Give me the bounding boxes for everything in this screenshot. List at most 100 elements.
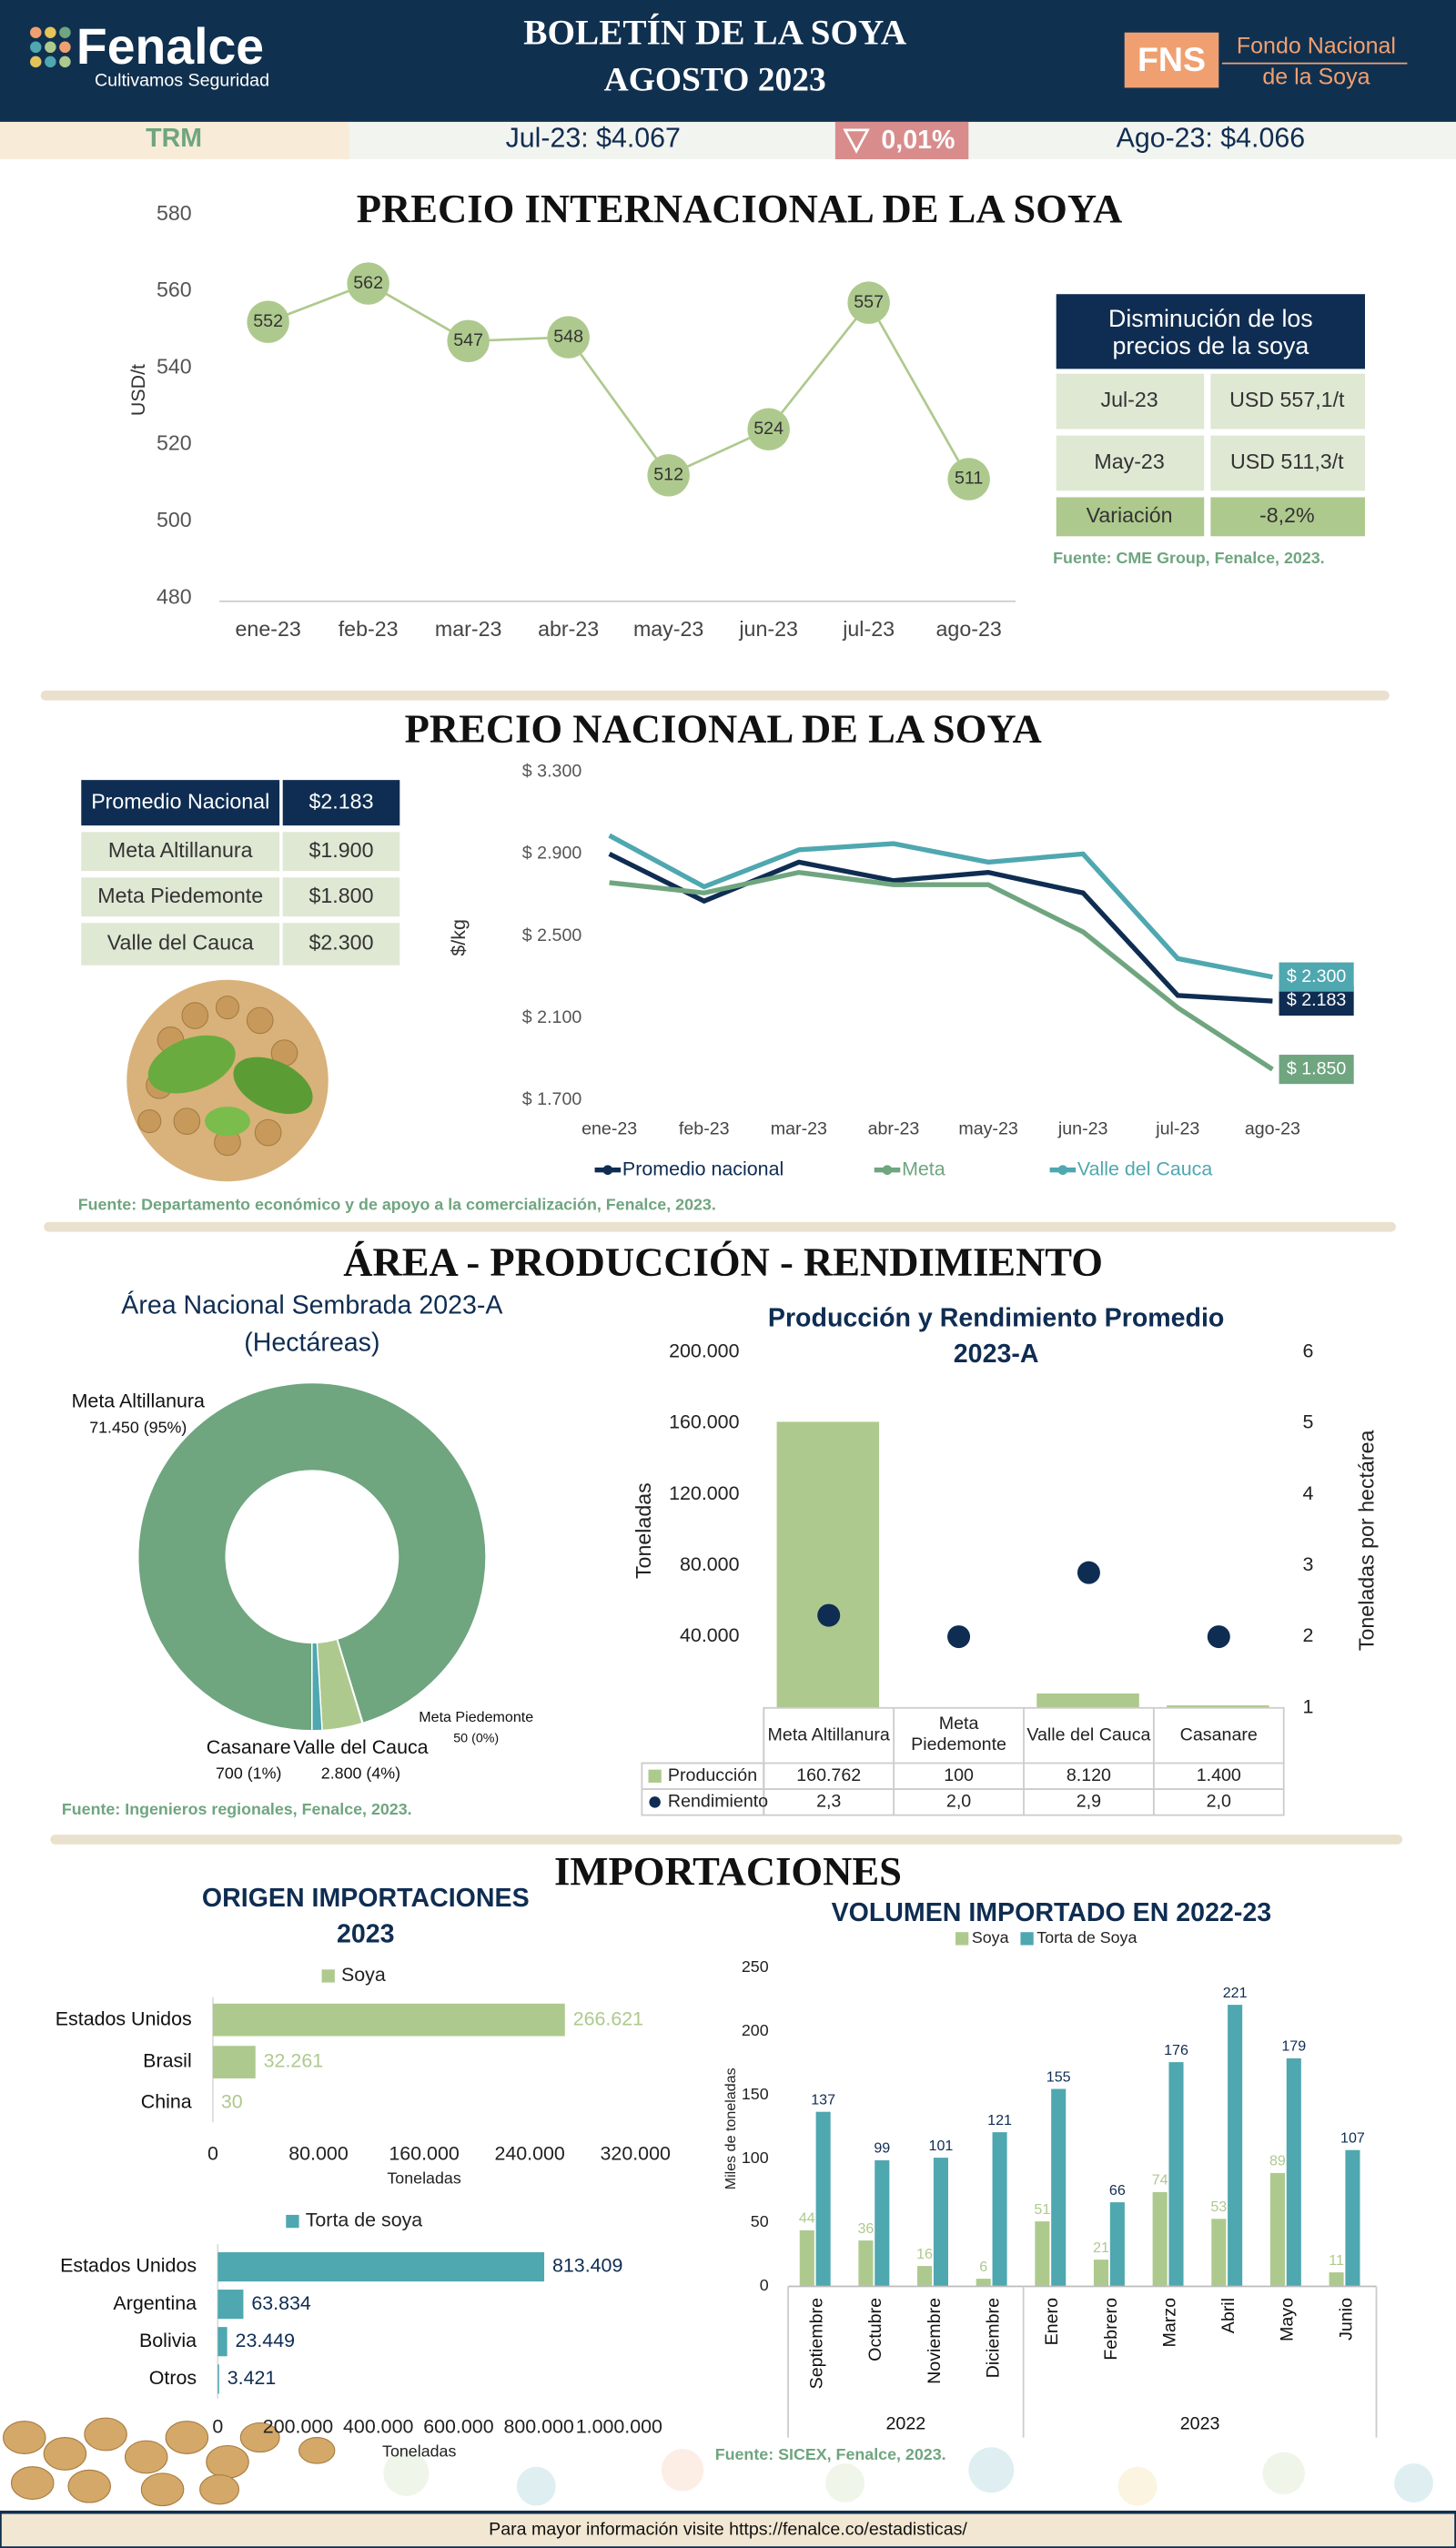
bar <box>1168 2062 1184 2287</box>
y2-tick-label: 2 <box>1303 1624 1314 1646</box>
y2-tick-label: 6 <box>1303 1340 1314 1361</box>
y-tick-label: China <box>141 2090 192 2112</box>
category-label: Meta Altillanura <box>767 1724 890 1744</box>
data-label: 562 <box>353 273 383 293</box>
x-tick-label: 0 <box>207 2143 218 2165</box>
data-label: 121 <box>987 2112 1012 2128</box>
legend-label: Torta de soya <box>306 2209 423 2231</box>
y2-tick-label: 4 <box>1303 1482 1314 1504</box>
y-tick-label: $ 2.500 <box>522 925 582 945</box>
table-cell-text: Valle del Cauca <box>107 931 254 955</box>
table-value: 2,9 <box>1077 1792 1101 1812</box>
logo-dots <box>30 26 71 68</box>
bar <box>858 2240 874 2287</box>
legend-label: Torta de Soya <box>1036 1928 1137 1946</box>
table-title: precios de la soya <box>1112 332 1309 359</box>
marker <box>247 300 289 343</box>
x-tick-label: 1.000.000 <box>576 2416 662 2438</box>
table-cell-text: Variación <box>1087 503 1173 527</box>
table-cell-text: $2.183 <box>309 789 374 813</box>
y-tick-label: 160.000 <box>669 1411 739 1433</box>
header-title: BOLETÍN DE LA SOYA <box>523 12 906 52</box>
x-tick-label: 400.000 <box>343 2416 413 2438</box>
y-tick-label: 100 <box>742 2149 769 2167</box>
data-label: 99 <box>874 2140 890 2157</box>
data-label: 101 <box>929 2138 954 2154</box>
pie-slice <box>311 1642 323 1732</box>
bar <box>1152 2191 1168 2287</box>
trm-change-box <box>834 121 969 159</box>
x-tick-label: Enero <box>1042 2298 1062 2345</box>
x-tick-label: jun-23 <box>738 617 798 641</box>
table-value: 2,0 <box>946 1792 971 1812</box>
y-tick-label: 80.000 <box>680 1553 740 1575</box>
table-value: 160.762 <box>796 1765 861 1785</box>
cell-box: Meta Altillanura <box>767 1724 890 1744</box>
table-value: 1.400 <box>1197 1765 1241 1785</box>
x-tick-label: jul-23 <box>842 617 895 641</box>
data-label: $ 2.183 <box>1287 990 1347 1010</box>
y-tick-label: Argentina <box>113 2292 197 2314</box>
section-title: PRECIO NACIONAL DE LA SOYA <box>405 706 1042 752</box>
data-label: 16 <box>916 2246 933 2262</box>
data-label: $ 2.300 <box>1287 966 1347 986</box>
marker <box>347 262 389 305</box>
x-tick-label: feb-23 <box>679 1118 730 1138</box>
table-header <box>1056 294 1365 369</box>
bar <box>217 2252 545 2282</box>
y-tick-label: 560 <box>157 278 192 301</box>
data-label: 89 <box>1269 2153 1286 2169</box>
bar <box>815 2111 831 2287</box>
x-tick-label: 160.000 <box>389 2143 459 2165</box>
cell-box: Casanare <box>1180 1725 1258 1744</box>
pie-slice <box>137 1382 487 1732</box>
bar <box>217 2327 228 2357</box>
legend-dot <box>882 1165 893 1176</box>
source: Fuente: Ingenieros regionales, Fenalce, … <box>62 1800 412 1818</box>
table-cell-text: $1.900 <box>309 838 374 862</box>
y2-tick-label: 3 <box>1303 1553 1314 1575</box>
y-tick-label: 480 <box>157 584 192 608</box>
bar <box>1167 1705 1269 1708</box>
x-tick-label: mar-23 <box>435 617 501 641</box>
x-tick-label: Febrero <box>1101 2298 1121 2361</box>
table-cell-text: $1.800 <box>309 884 374 907</box>
slice-value: 50 (0%) <box>453 1731 499 1745</box>
bar <box>1228 2005 1243 2287</box>
table-cell-text: May-23 <box>1094 450 1164 473</box>
dot <box>1077 1561 1100 1584</box>
bar <box>933 2158 948 2287</box>
y-tick-label: 40.000 <box>680 1624 740 1646</box>
y-tick-label: Bolivia <box>139 2330 197 2351</box>
bar <box>1286 2058 1301 2287</box>
trm-label: TRM <box>146 124 202 153</box>
dot <box>1207 1625 1230 1649</box>
x-tick-label: mar-23 <box>771 1118 827 1138</box>
data-label: 221 <box>1223 1985 1248 2001</box>
y-tick-label: Estados Unidos <box>60 2255 197 2277</box>
y-tick-label: 0 <box>760 2276 769 2294</box>
y-tick-label: Estados Unidos <box>56 2007 192 2029</box>
y-tick-label: $ 3.300 <box>522 761 582 781</box>
bar <box>1036 1693 1139 1708</box>
data-label: 32.261 <box>264 2050 323 2072</box>
x-tick-label: Diciembre <box>984 2298 1004 2378</box>
slice-label: Valle del Cauca <box>293 1736 428 1758</box>
slice-label: Meta Altillanura <box>72 1390 205 1412</box>
data-label: 21 <box>1093 2240 1109 2256</box>
table-cell <box>1210 497 1365 537</box>
bar <box>212 2003 565 2037</box>
x-tick-label: abr-23 <box>538 617 599 641</box>
x-tick-label: ene-23 <box>236 617 301 641</box>
table-value: 2,3 <box>816 1792 841 1812</box>
legend-dot <box>602 1165 613 1176</box>
bar <box>1109 2202 1125 2287</box>
y-tick-label: $ 2.100 <box>522 1007 582 1027</box>
value-label-box <box>1279 1055 1354 1085</box>
table-cell-text: -8,2% <box>1259 503 1315 527</box>
value-label-box <box>1279 962 1354 992</box>
bar <box>875 2159 890 2287</box>
x-tick-label: Septiembre <box>807 2298 827 2389</box>
x-tick-label: may-23 <box>958 1118 1018 1138</box>
